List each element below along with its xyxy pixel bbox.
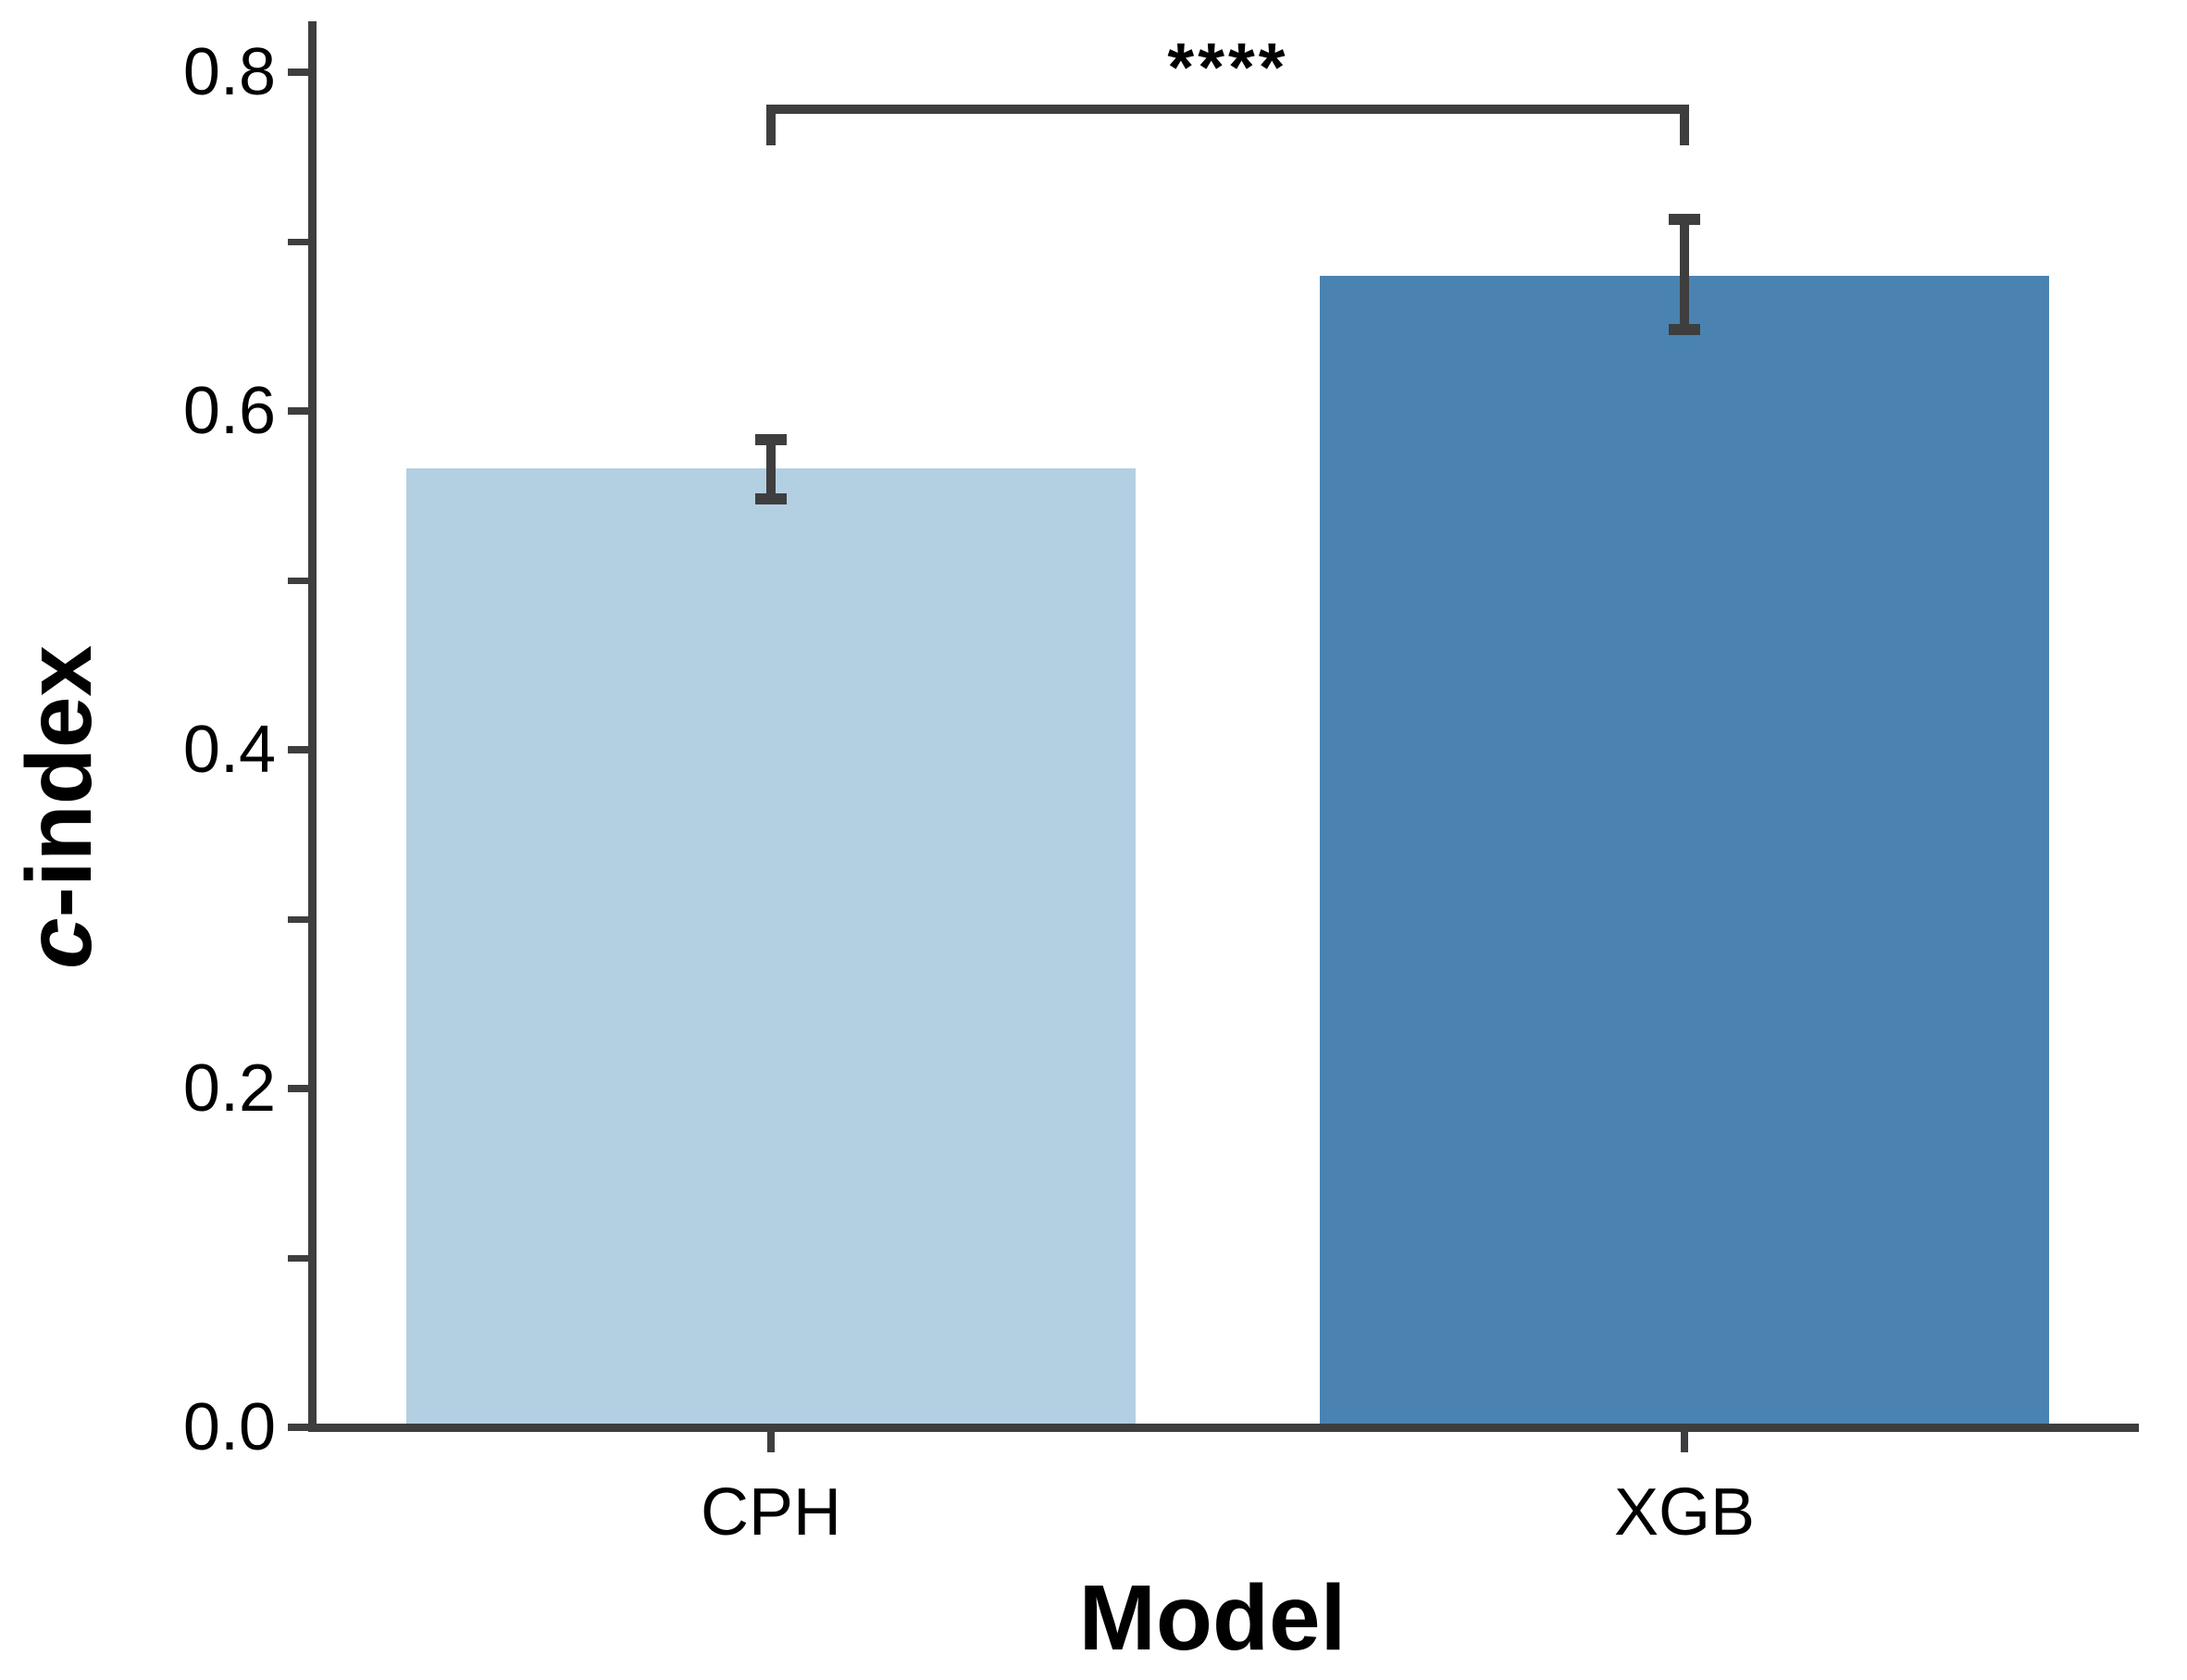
y-major-tick (287, 1424, 308, 1431)
x-axis-spine (307, 1423, 2139, 1432)
y-major-tick (287, 68, 308, 76)
x-axis-title: Model (1078, 1566, 1347, 1670)
y-tick-label: 0.0 (182, 1390, 276, 1464)
bar-xgb (1320, 275, 2049, 1427)
y-tick-label: 0.6 (182, 374, 276, 448)
y-axis-spine (307, 21, 317, 1432)
error-bar-line-xgb (1680, 219, 1689, 330)
y-major-tick (287, 1085, 308, 1092)
x-tick-label-cph: CPH (700, 1475, 841, 1549)
x-tick-cph (767, 1431, 775, 1452)
y-tick-label: 0.2 (182, 1052, 276, 1126)
error-bar-cap-low-cph (755, 493, 787, 505)
y-axis-title-italic-part: c (7, 917, 111, 970)
y-major-tick (287, 746, 308, 753)
y-minor-tick (287, 915, 308, 923)
bar-cph (406, 468, 1136, 1427)
y-axis-title: c-index (7, 645, 111, 969)
y-minor-tick (287, 577, 308, 584)
x-tick-xgb (1681, 1431, 1688, 1452)
error-bar-cap-high-xgb (1669, 214, 1700, 226)
y-major-tick (287, 407, 308, 415)
y-minor-tick (287, 238, 308, 245)
error-bar-line-cph (766, 440, 776, 500)
x-tick-label-xgb: XGB (1613, 1475, 1756, 1549)
y-minor-tick (287, 1254, 308, 1262)
error-bar-cap-high-cph (755, 434, 787, 446)
y-tick-label: 0.4 (182, 713, 276, 787)
significance-stars: **** (1167, 29, 1289, 106)
error-bar-cap-low-xgb (1669, 324, 1700, 336)
significance-bracket (766, 104, 1689, 145)
y-tick-label: 0.8 (182, 35, 276, 109)
